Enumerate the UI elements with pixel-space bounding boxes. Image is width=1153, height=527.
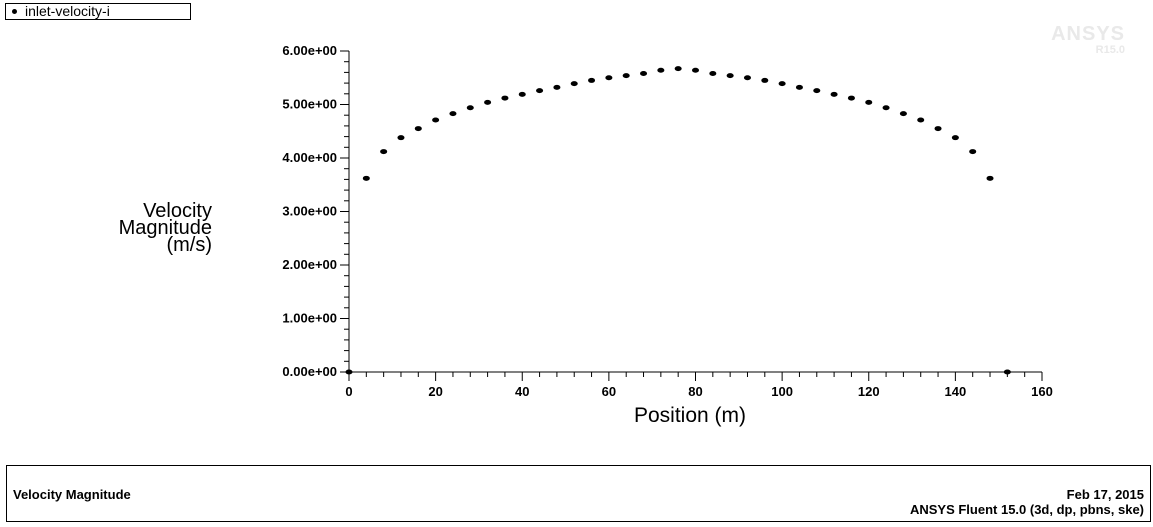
x-tick-label: 0 — [345, 384, 352, 399]
data-point — [847, 95, 855, 101]
data-point — [449, 111, 457, 117]
y-tick-label: 2.00e+00 — [282, 257, 337, 272]
legend[interactable]: inlet-velocity-i — [5, 3, 191, 20]
data-point — [986, 175, 994, 181]
y-tick-label: 5.00e+00 — [282, 97, 337, 112]
data-point — [622, 73, 630, 79]
data-point — [536, 88, 544, 94]
data-point — [484, 99, 492, 105]
x-tick-label: 20 — [428, 384, 442, 399]
data-point — [761, 77, 769, 83]
data-point — [588, 77, 596, 83]
product-info: ANSYS Fluent 15.0 (3d, dp, pbns, ske) — [909, 502, 1144, 517]
x-axis-ticks: 0 20 40 60 80 100 120 140 160 — [345, 372, 1053, 399]
data-point — [813, 88, 821, 94]
data-point — [882, 105, 890, 111]
x-tick-label: 60 — [602, 384, 616, 399]
data-point — [570, 81, 578, 87]
y-axis-label-line-1: Velocity — [143, 200, 212, 222]
y-axis-ticks: 0.00e+00 1.00e+00 2.00e+00 3.00e+00 4.00e+00… — [282, 43, 349, 379]
data-point — [743, 75, 751, 81]
plot-date: Feb 17, 2015 — [1066, 487, 1144, 502]
data-point — [640, 70, 648, 76]
y-tick-label: 3.00e+00 — [282, 204, 337, 219]
data-point — [917, 117, 925, 123]
x-tick-label: 120 — [858, 384, 880, 399]
data-point — [345, 369, 353, 375]
x-tick-label: 100 — [771, 384, 793, 399]
data-point — [830, 91, 838, 97]
y-axis-label-line-3: (m/s) — [166, 234, 212, 256]
data-point — [501, 95, 509, 101]
y-tick-label: 4.00e+00 — [282, 150, 337, 165]
watermark-release: R15.0 — [1095, 44, 1125, 56]
data-point — [414, 126, 422, 132]
data-point — [657, 67, 665, 73]
data-point — [726, 73, 734, 79]
data-point — [969, 149, 977, 155]
y-tick-label: 0.00e+00 — [282, 364, 337, 379]
xy-plot[interactable]: 0.00e+00 1.00e+00 2.00e+00 3.00e+00 4.00e+00… — [0, 0, 1153, 460]
data-point — [466, 105, 474, 111]
ansys-watermark: ANSYS R15.0 — [1010, 24, 1125, 56]
y-axis-label-line-2: Magnitude — [118, 217, 212, 239]
data-point — [692, 67, 699, 73]
data-point — [674, 66, 682, 72]
data-point — [380, 149, 388, 155]
y-axis-label: Velocity Magnitude (m/s) — [20, 200, 212, 256]
data-point — [518, 91, 526, 97]
data-point — [951, 135, 959, 141]
data-point — [397, 135, 405, 141]
data-point — [362, 175, 370, 181]
data-point — [795, 84, 803, 90]
data-point — [709, 70, 717, 76]
x-tick-label: 80 — [688, 384, 702, 399]
data-point — [553, 84, 561, 90]
plot-title: Velocity Magnitude — [13, 487, 131, 502]
y-tick-label: 1.00e+00 — [282, 311, 337, 326]
x-tick-label: 140 — [945, 384, 967, 399]
data-point — [605, 75, 613, 81]
data-point — [432, 117, 440, 123]
x-axis-label: Position (m) — [633, 404, 747, 427]
data-points — [345, 66, 1011, 375]
legend-marker-icon — [12, 8, 17, 14]
data-point — [1003, 369, 1011, 375]
plot-axes — [348, 51, 1042, 373]
x-tick-label: 160 — [1031, 384, 1053, 399]
y-tick-label: 6.00e+00 — [282, 43, 337, 58]
data-point — [899, 111, 907, 117]
data-point — [934, 126, 942, 132]
legend-label: inlet-velocity-i — [25, 3, 110, 19]
title-block: Velocity Magnitude Feb 17, 2015 ANSYS Fl… — [6, 465, 1151, 522]
x-tick-label: 40 — [515, 384, 529, 399]
data-point — [865, 99, 873, 105]
data-point — [778, 81, 786, 87]
watermark-brand: ANSYS — [1051, 23, 1125, 45]
